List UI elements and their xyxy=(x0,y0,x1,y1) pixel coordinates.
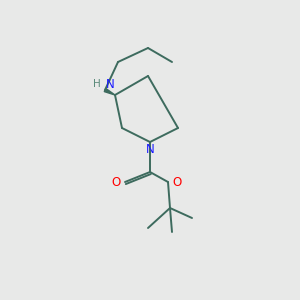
Text: N: N xyxy=(146,143,154,156)
Text: O: O xyxy=(172,176,182,188)
Polygon shape xyxy=(104,88,115,95)
Text: H: H xyxy=(93,79,101,89)
Text: N: N xyxy=(106,77,115,91)
Text: O: O xyxy=(111,176,121,188)
